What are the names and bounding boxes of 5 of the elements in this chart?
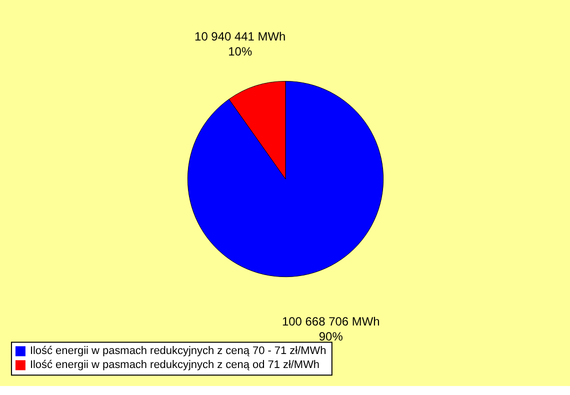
data-label: 10 940 441 MWh 10% [194,29,286,58]
data-label: 100 668 706 MWh 90% [282,314,380,344]
legend-label: Ilość energii w pasmach redukcyjnych z ceną 70 - 71 zł/MWh [30,345,326,358]
pie-slice [188,80,384,277]
legend-label: Ilość energii w pasmach redukcyjnych z ceną od 71 zł/MWh [30,359,320,372]
